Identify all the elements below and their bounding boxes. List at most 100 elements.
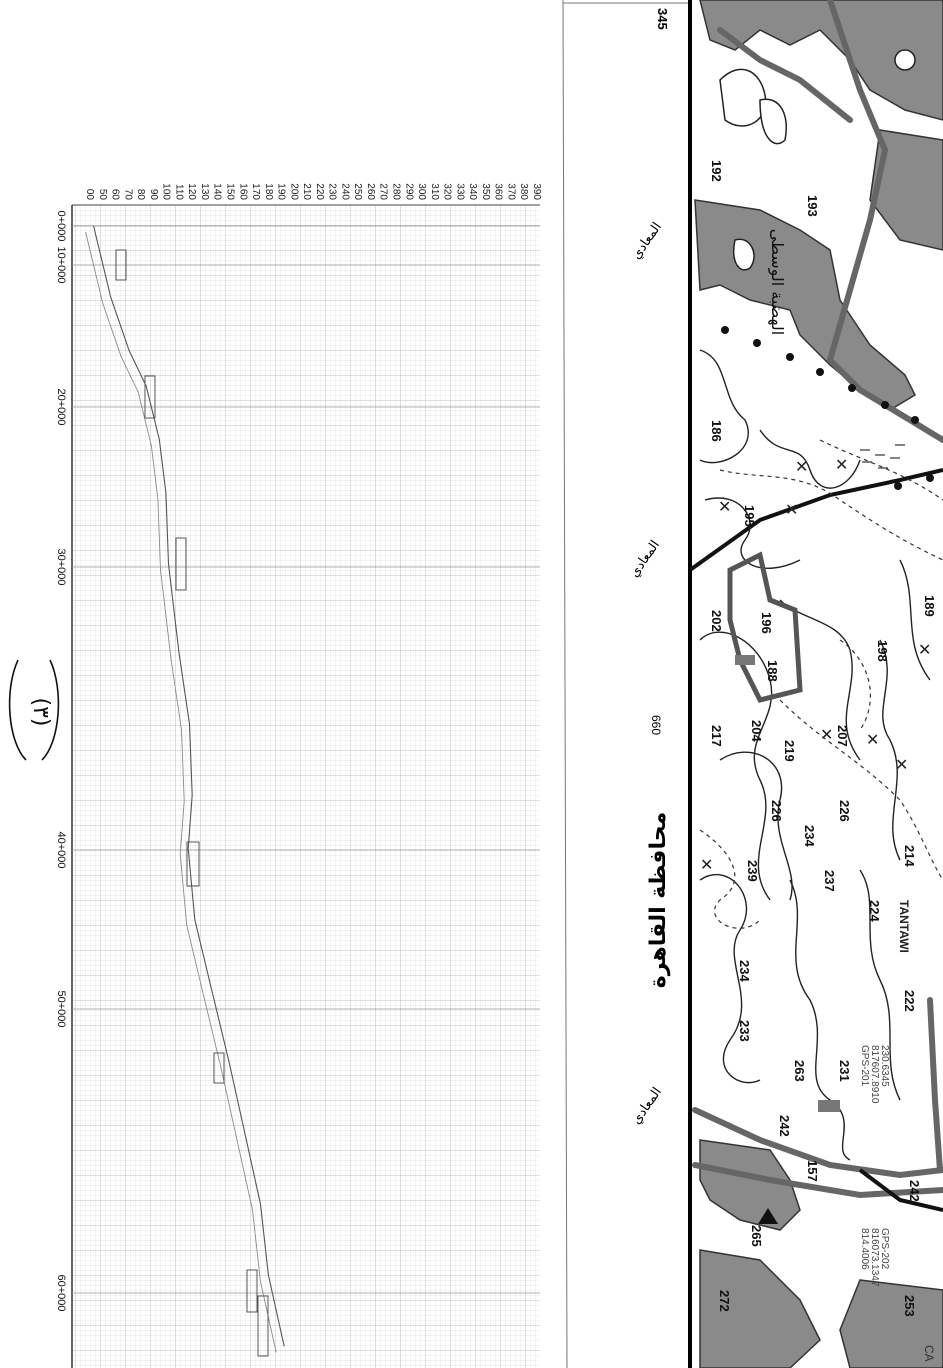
elevation-tick-label: 350 xyxy=(480,183,491,200)
chainage-label: 40+000 xyxy=(55,831,67,868)
chainage-label: 50+000 xyxy=(55,990,67,1027)
profile-annotations xyxy=(115,249,269,1357)
area-label-text: الهضبة الوسطى xyxy=(767,229,787,336)
elevation-tick-label: 370 xyxy=(505,183,516,200)
spot-height: 263 xyxy=(792,1060,807,1082)
gps-coord-1: 817607.8910 xyxy=(869,1045,880,1104)
gps-coord-4: 814.4006 xyxy=(859,1228,870,1270)
elevation-tick-label: 270 xyxy=(378,183,389,200)
gps-label-1: GPS-201 xyxy=(859,1045,870,1087)
chainage-axis: 0+000 10+000 20+000 30+000 40+000 50+000 60+00… xyxy=(55,211,67,1312)
elevation-tick-label: 120 xyxy=(186,183,197,200)
elevation-tick-label: 240 xyxy=(339,183,350,200)
chainage-label: 10+000 xyxy=(55,246,67,283)
svg-text:✕: ✕ xyxy=(718,497,731,516)
spot-height: 239 xyxy=(745,860,760,882)
spot-height: 237 xyxy=(822,870,837,892)
elevation-tick-label: 80 xyxy=(135,189,146,201)
railway-dots xyxy=(721,326,934,490)
chainage-label: 20+000 xyxy=(55,388,67,425)
spot-height: 195 xyxy=(742,505,757,527)
dashed-tracks xyxy=(699,439,943,929)
roads xyxy=(692,0,943,1199)
sheet-fold-left xyxy=(562,0,568,1368)
elevation-tick-label: 190 xyxy=(276,183,287,200)
urban-blobs xyxy=(719,49,916,271)
elevation-tick-label: 50 xyxy=(97,189,108,201)
elevation-tick-label: 250 xyxy=(352,183,363,200)
elevation-tick-label: 380 xyxy=(518,183,529,200)
svg-text:✕: ✕ xyxy=(866,730,879,749)
elevation-tick-label: 280 xyxy=(391,183,402,200)
elevation-tick-label: 220 xyxy=(314,183,325,200)
chainage-label: 0+000 xyxy=(55,211,67,242)
spot-height: 186 xyxy=(709,420,724,442)
svg-text:✕: ✕ xyxy=(895,755,908,774)
chainage-label: 30+000 xyxy=(55,548,67,585)
elevation-tick-label: 310 xyxy=(429,183,440,200)
chainage-lines xyxy=(72,225,540,1294)
spot-height: 265 xyxy=(749,1225,764,1247)
svg-text:✕: ✕ xyxy=(700,855,713,874)
sheet-number-mark: (٣) xyxy=(8,659,60,761)
elevation-tick-label: 200 xyxy=(288,183,299,200)
spot-height: 217 xyxy=(709,725,724,747)
map-panel: 345 660 المعادي المعادي المعادي محافظة ا… xyxy=(562,0,943,1368)
spot-height: 242 xyxy=(777,1115,792,1137)
elevation-tick-label: 100 xyxy=(161,183,172,200)
spot-height: 196 xyxy=(759,612,774,634)
spot-height: 214 xyxy=(902,845,917,867)
gps-label-2: GPS-202 xyxy=(879,1228,890,1270)
building xyxy=(735,655,755,665)
hatched-area xyxy=(860,444,905,469)
triangulation-point-icon xyxy=(758,1208,778,1224)
spot-height: 272 xyxy=(717,1290,732,1312)
governorate-label: محافظة القاهرة xyxy=(646,812,671,988)
elevation-tick-label: 110 xyxy=(173,184,184,200)
elevation-tick-label: 390 xyxy=(531,183,542,200)
elevation-tick-label: 320 xyxy=(442,183,453,200)
edge-label-3: المعادي xyxy=(629,1085,665,1127)
spot-height: 222 xyxy=(902,990,917,1012)
chainage-label: 60+000 xyxy=(55,1274,67,1311)
grid-label-top: 345 xyxy=(655,8,670,30)
spot-height: 198 xyxy=(875,640,890,662)
edge-label-1: المعادي xyxy=(629,220,665,262)
elevation-tick-label: 140 xyxy=(212,183,223,200)
elevation-tick-label: 360 xyxy=(493,183,504,200)
gps-coord-3: 816073.1347 xyxy=(869,1228,880,1287)
spot-height: 226 xyxy=(769,800,784,822)
spot-height: 224 xyxy=(867,900,882,922)
ground-profile-line xyxy=(93,225,285,1347)
spot-height: 189 xyxy=(922,595,937,617)
elevation-axis: 00 50 60 70 80 90 100 110 120 130 140 150 160 170 180 1… xyxy=(84,183,542,200)
design-profile-line xyxy=(85,231,277,1353)
elevation-tick-label: 180 xyxy=(263,183,274,200)
road-label: TANTAWI xyxy=(897,900,911,953)
spot-height: 192 xyxy=(709,160,724,182)
spot-height: 234 xyxy=(802,825,817,847)
spot-height: 242 xyxy=(907,1180,922,1202)
spot-height: 157 xyxy=(805,1160,820,1182)
quarry-icons: ✕ ✕ ✕ ✕ ✕ ✕ ✕ ✕ ✕ xyxy=(700,455,931,874)
elevation-tick-label: 230 xyxy=(327,183,338,200)
spot-height: 193 xyxy=(805,195,820,217)
elevation-tick-label: 70 xyxy=(122,189,133,201)
elevation-tick-label: 290 xyxy=(403,183,414,200)
elevation-tick-label: 130 xyxy=(199,183,210,200)
spot-height: 219 xyxy=(782,740,797,762)
elevation-tick-label: 170 xyxy=(250,183,261,200)
elevation-tick-label: 210 xyxy=(301,183,312,200)
corner-label: CA xyxy=(922,1345,936,1362)
svg-text:✕: ✕ xyxy=(835,455,848,474)
spot-height: 204 xyxy=(749,720,764,742)
sheet-number: (٣) xyxy=(28,697,53,726)
spot-height: 207 xyxy=(835,725,850,747)
elevation-tick-label: 90 xyxy=(148,189,159,201)
elevation-tick-label: 00 xyxy=(84,189,95,201)
spot-height: 202 xyxy=(709,610,724,632)
spot-height: 233 xyxy=(737,1020,752,1042)
elevation-tick-label: 330 xyxy=(454,183,465,200)
spot-height: 226 xyxy=(837,800,852,822)
